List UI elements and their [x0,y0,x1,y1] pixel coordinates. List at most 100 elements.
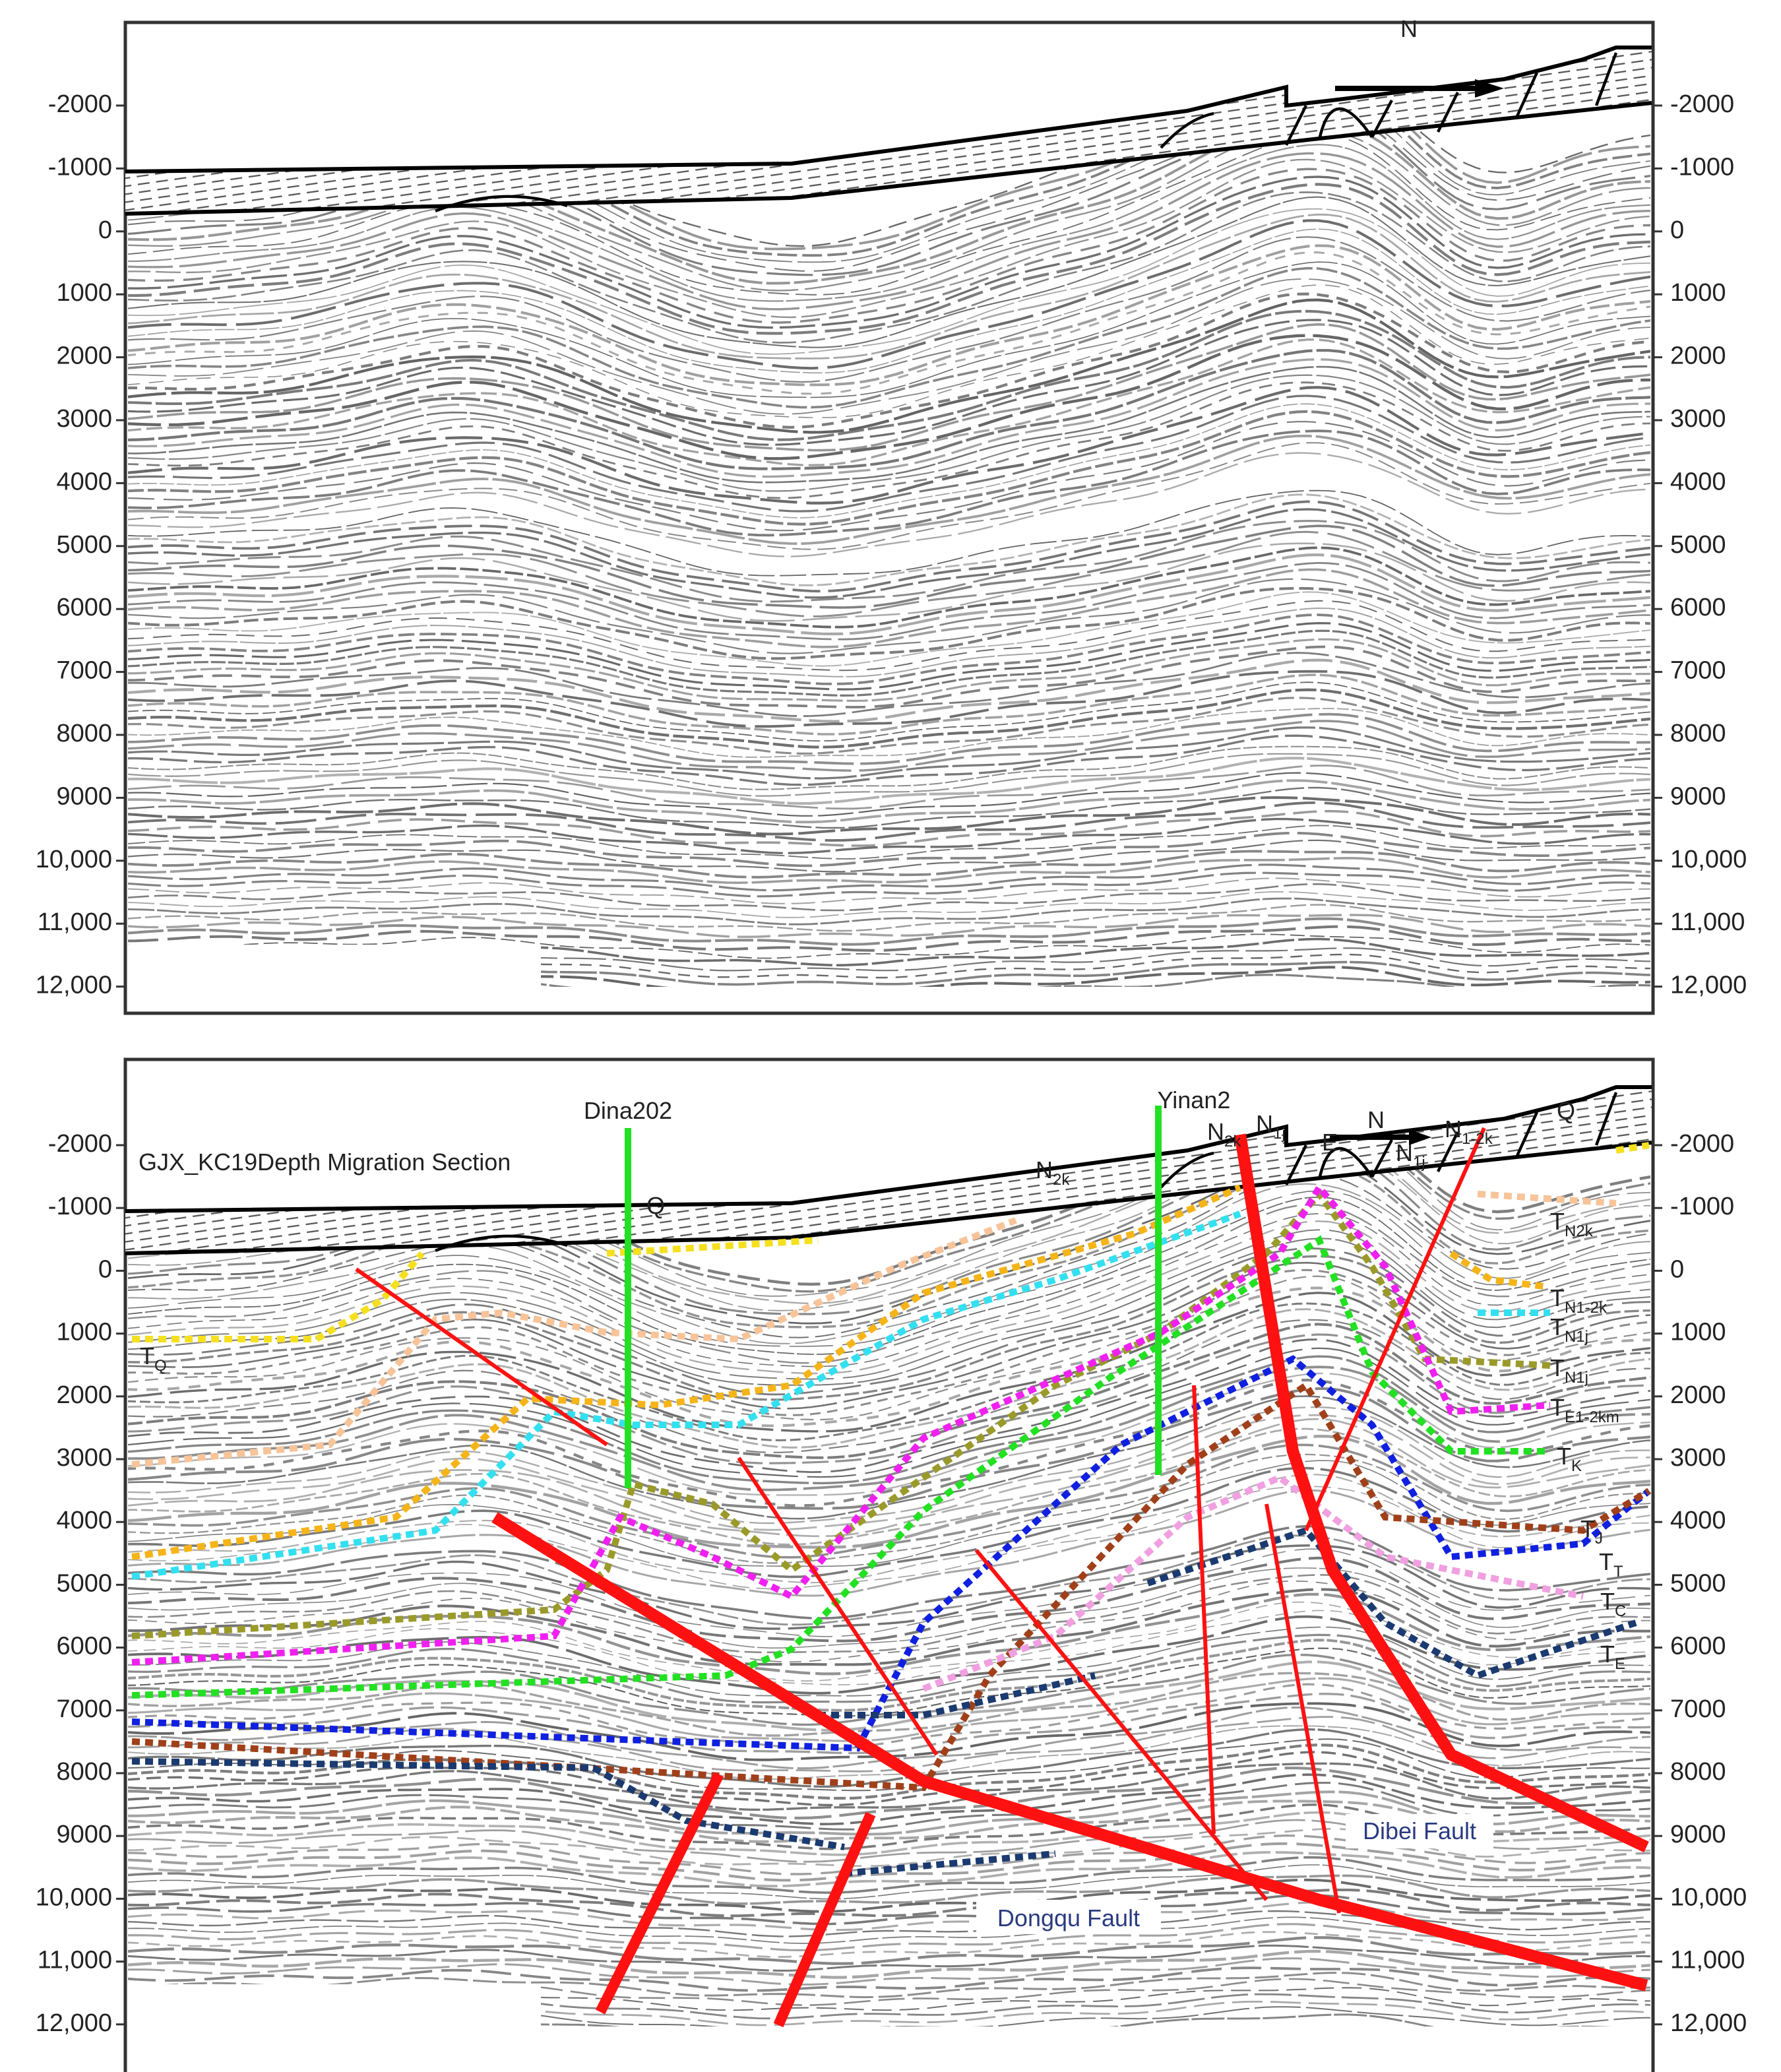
seismic-reflector [128,1842,1650,1882]
seismic-reflector [128,568,1650,648]
seismic-reflector [128,1247,1650,1396]
y-tick-label: 6000 [56,594,112,621]
seismic-reflector [128,1466,1650,1579]
fault [737,1457,939,1756]
label-main: Q [646,1192,665,1219]
seismic-reflector [128,429,1650,537]
seismic-reflector [128,1428,1650,1546]
seismic-reflector [128,349,1650,470]
fault-label: Dibei Fault [1363,1817,1476,1844]
seismic-reflector [128,1803,1650,1850]
seismic-reflector [128,772,1650,817]
seismic-reflector [128,244,1650,387]
seismic-reflector [128,1556,1650,1643]
label: TE [1600,1641,1625,1673]
seismic-reflector [128,196,1650,348]
seismic-reflector [128,1156,1650,1325]
y-tick-label: 3000 [56,1444,112,1472]
horizon [131,1210,1241,1580]
seismic-reflector [128,757,1650,805]
seismic-reflector [128,520,1650,603]
seismic-reflector [128,1856,1650,1895]
seismic-reflector [128,871,1650,898]
label-sub: N1j [1565,1328,1588,1346]
seismic-reflector [128,1173,1650,1338]
label: TN1-2k [1550,1284,1608,1317]
seismic-reflector [128,394,1650,513]
seismic-reflector [128,607,1650,677]
seismic-reflector [128,613,1650,685]
fault-label: Dongqu Fault [997,1904,1140,1931]
y-tick-label: 8000 [56,1758,112,1786]
seismic-reflector [128,168,1650,324]
y-tick-label: 10,000 [1670,846,1747,873]
horizon [1615,1142,1650,1154]
seismic-reflector [128,1323,1650,1459]
label: N1-2k [1445,1115,1493,1148]
seismic-reflector [128,1782,1650,1831]
horizon [131,1758,845,1850]
seismic-reflector [128,542,1650,622]
label: TN1j [1550,1354,1588,1387]
y-tick-label: 2000 [56,342,112,370]
label-sub: 2k [1053,1171,1070,1189]
seismic-reflector [128,1489,1650,1597]
seismic-reflector [128,1406,1650,1524]
y-tick-label: 1000 [56,279,112,307]
y-tick-label: -2000 [48,1130,112,1158]
y-tick-label: 12,000 [1670,2009,1747,2037]
label-main: T [1600,1641,1615,1668]
seismic-reflector [128,681,1650,742]
y-tick-label: -1000 [1670,1193,1734,1220]
seismic-reflector [128,338,1650,466]
label: TN1j [1550,1313,1588,1346]
y-tick-label: -2000 [48,90,112,118]
seismic-reflector [128,1238,1650,1386]
seismic-reflector [128,1395,1650,1520]
seismic-reflector [128,133,1650,296]
label-sub: T [1613,1563,1623,1581]
y-tick-label: 9000 [1670,782,1726,810]
horizon [131,1380,1651,1792]
seismic-reflector [128,1190,1650,1347]
seismic-reflector [128,358,1650,478]
seismic-reflector [128,219,1650,370]
seismic-reflector [128,720,1650,772]
seismic-reflector [128,546,1650,629]
seismic-reflector [128,1851,1650,1888]
label-main: T [1600,1588,1615,1615]
seismic-reflector [128,1196,1650,1355]
seismic-reflector [128,1524,1650,1620]
y-tick-label: 5000 [1670,531,1726,559]
seismic-reflector [128,578,1650,654]
seismic-reflector [128,1889,1650,1918]
seismic-reflector [128,1338,1650,1474]
seismic-reflector [128,708,1650,758]
fault [491,1512,1648,1992]
label-main: T [1550,1394,1565,1421]
seismic-reflector [128,1347,1650,1478]
seismic-reflector [128,1931,1650,1959]
seismic-reflector [128,966,1650,987]
seismic-reflector [128,1548,1650,1637]
well-label: Yinan2 [1158,1086,1231,1114]
seismic-reflector [128,1165,1650,1329]
label: N2k [1207,1118,1241,1150]
seismic-reflector [128,442,1650,550]
seismic-reflector [128,1615,1650,1695]
y-tick-label: 6000 [1670,1633,1726,1660]
compass-arrowhead [1409,1129,1431,1145]
y-tick-label: 7000 [56,657,112,685]
fault [1192,1385,1216,1835]
y-tick-label: 1000 [56,1319,112,1346]
seismic-reflector [128,175,1650,329]
seismic-reflector [128,883,1650,912]
label-sub: Q [154,1357,167,1375]
y-tick-label: -1000 [48,1193,112,1220]
horizon [1449,1250,1544,1290]
label-main: T [1550,1284,1565,1311]
seismic-reflector [128,1693,1650,1755]
faults [355,1127,1649,2028]
